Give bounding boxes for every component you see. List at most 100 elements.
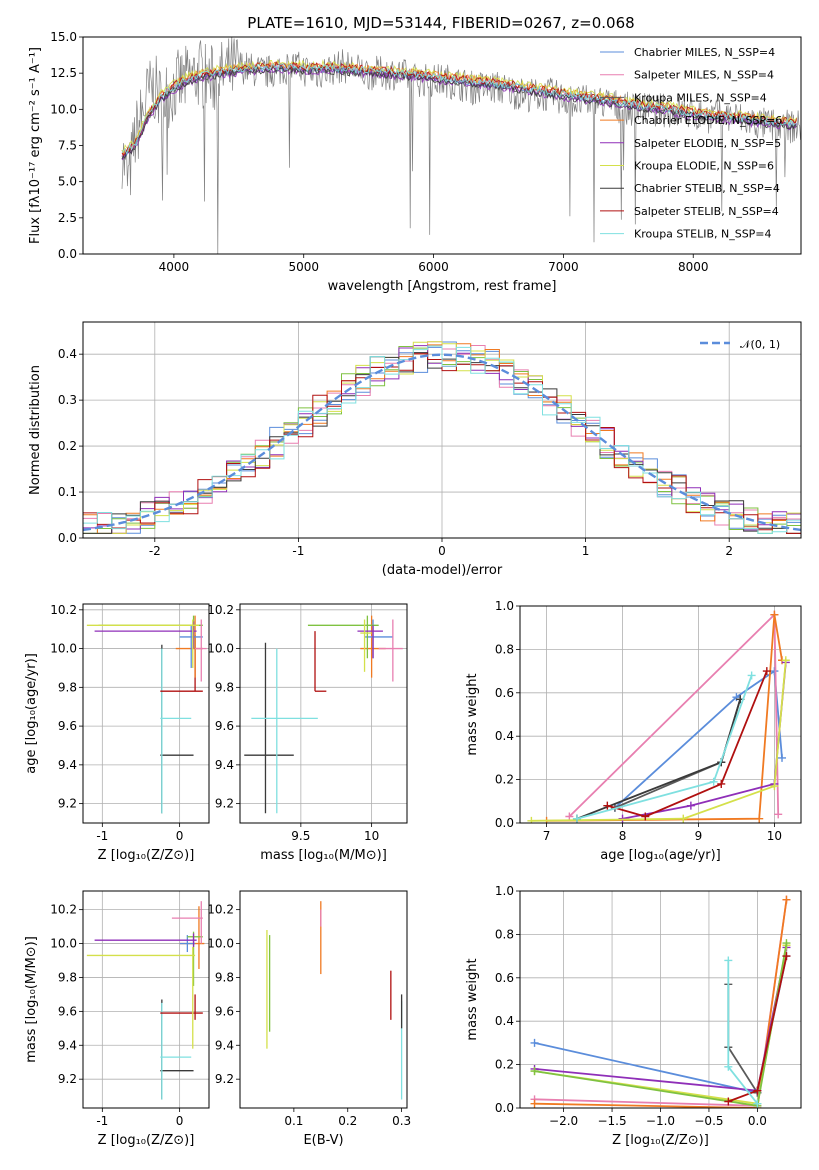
series-marker xyxy=(530,1099,539,1108)
y-tick-label: 9.6 xyxy=(58,719,77,733)
y-tick-label: 0.8 xyxy=(495,642,514,656)
series-marker xyxy=(717,779,726,788)
y-tick-label: 9.4 xyxy=(215,758,234,772)
series-marker xyxy=(724,956,733,965)
series-marker xyxy=(724,1097,733,1106)
x-axis-label: (data-model)/error xyxy=(382,563,503,578)
x-tick-label: −1.0 xyxy=(646,1114,675,1128)
legend-label: Chabrier ELODIE, N_SSP=6 xyxy=(634,114,782,127)
y-tick-label: 10.2 xyxy=(207,903,234,917)
series-line xyxy=(603,667,771,821)
series-marker xyxy=(778,753,787,762)
plot-area xyxy=(83,322,801,538)
gaussian-reference-line xyxy=(83,353,801,532)
panel-4: 7 8 9 10 0.0 0.2 0.4 0.6 0.8 1.0 age [log₁₀(age/yr… xyxy=(465,599,802,863)
y-tick-label: 15.0 xyxy=(50,30,77,44)
data-point xyxy=(251,648,318,814)
series-marker xyxy=(762,667,771,676)
y-tick-label: 0.0 xyxy=(58,531,77,545)
y-tick-label: 0.2 xyxy=(495,773,514,787)
x-tick-label: 0 xyxy=(176,1114,184,1128)
series-marker xyxy=(781,656,790,665)
y-tick-label: 1.0 xyxy=(495,884,514,898)
histogram-step xyxy=(83,345,801,534)
x-tick-label: −2.0 xyxy=(549,1114,578,1128)
data-point xyxy=(160,994,203,1020)
y-tick-label: 9.2 xyxy=(215,1072,234,1086)
axes-frame xyxy=(82,321,802,539)
x-tick-label: 2 xyxy=(725,544,733,558)
y-tick-label: 9.2 xyxy=(58,1072,77,1086)
y-tick-label: 0.0 xyxy=(495,1101,514,1115)
y-tick-label: 9.4 xyxy=(58,758,77,772)
y-tick-label: 9.4 xyxy=(215,1038,234,1052)
series-path xyxy=(546,614,783,822)
series-path xyxy=(568,612,780,818)
axes-frame xyxy=(519,605,802,824)
panel-0: 4000 5000 6000 7000 8000 0.0 2.5 5.0 7.5 10.0 12.5… xyxy=(28,14,802,294)
x-tick-label: 9.5 xyxy=(291,829,310,843)
axes-frame xyxy=(519,890,802,1109)
axes-frame xyxy=(239,890,408,1109)
series-marker xyxy=(747,671,756,680)
series-line xyxy=(724,980,762,1097)
x-axis-label: wavelength [Angstrom, rest frame] xyxy=(328,279,557,294)
y-tick-label: 10.2 xyxy=(207,603,234,617)
data-point xyxy=(160,644,194,814)
y-axis-label: Flux [fλ10⁻¹⁷ erg cm⁻² s⁻¹ A⁻¹] xyxy=(28,47,43,244)
chart-title: PLATE=1610, MJD=53144, FIBERID=0267, z=0… xyxy=(247,14,634,32)
data-point xyxy=(160,648,192,814)
series-marker xyxy=(782,952,791,961)
data-point xyxy=(244,642,294,814)
x-tick-label: 7000 xyxy=(548,260,579,274)
y-axis-label: Normed distribution xyxy=(28,365,43,495)
series-line xyxy=(542,610,787,823)
legend: 𝒩(0, 1) xyxy=(700,338,780,351)
series-line xyxy=(572,671,756,823)
x-tick-label: 1 xyxy=(582,544,590,558)
x-tick-label: -1 xyxy=(96,1114,108,1128)
series-path xyxy=(534,899,788,1108)
x-axis-label: Z [log₁₀(Z/Z⊙)] xyxy=(98,1133,195,1148)
plot-area xyxy=(240,604,407,823)
x-tick-label: 8000 xyxy=(678,260,709,274)
y-tick-label: 1.0 xyxy=(495,599,514,613)
data-point xyxy=(171,901,203,944)
series-path xyxy=(727,960,759,1105)
legend-label: Salpeter MILES, N_SSP=4 xyxy=(634,69,774,82)
data-point xyxy=(94,933,197,947)
legend-label: Salpeter STELIB, N_SSP=4 xyxy=(634,205,779,218)
data-point xyxy=(314,631,327,692)
y-tick-label: 0.6 xyxy=(495,686,514,700)
series-marker xyxy=(724,1062,733,1071)
series-marker xyxy=(530,1067,539,1076)
y-tick-label: 0.4 xyxy=(495,729,514,743)
x-tick-label: 0.2 xyxy=(338,1114,357,1128)
y-axis-label: age [log₁₀(age/yr)] xyxy=(24,653,39,774)
x-tick-label: 10 xyxy=(364,829,379,843)
x-tick-label: −0.5 xyxy=(694,1114,723,1128)
data-point xyxy=(86,619,199,668)
legend-label: Kroupa ELODIE, N_SSP=6 xyxy=(634,160,774,173)
panel-6: 0.1 0.2 0.3 9.2 9.4 9.6 9.8 10.0 10.2 E(B-V) xyxy=(207,890,411,1148)
y-tick-label: 9.8 xyxy=(58,970,77,984)
y-tick-label: 10.0 xyxy=(50,642,77,656)
y-tick-label: 9.6 xyxy=(215,719,234,733)
series-marker xyxy=(770,610,779,619)
data-point xyxy=(160,999,194,1100)
legend-label: Kroupa STELIB, N_SSP=4 xyxy=(634,228,772,241)
series-marker xyxy=(527,816,536,823)
series-marker xyxy=(753,1086,762,1095)
panel-1: -2 -1 0 1 2 0.0 0.1 0.2 0.3 0.4 (data-model)/error… xyxy=(28,321,802,578)
panel-5: -1 0 9.2 9.4 9.6 9.8 10.0 10.2 Z [log₁₀(Z/Z⊙)] ma… xyxy=(24,890,210,1148)
y-tick-label: 0.3 xyxy=(58,393,77,407)
series-path xyxy=(607,670,768,818)
series-line xyxy=(527,656,790,823)
y-tick-label: 9.6 xyxy=(215,1004,234,1018)
plot-area xyxy=(266,901,403,1100)
x-tick-label: 8 xyxy=(619,829,627,843)
series-marker xyxy=(770,667,779,676)
y-tick-label: 9.8 xyxy=(58,680,77,694)
series-marker xyxy=(572,814,581,823)
